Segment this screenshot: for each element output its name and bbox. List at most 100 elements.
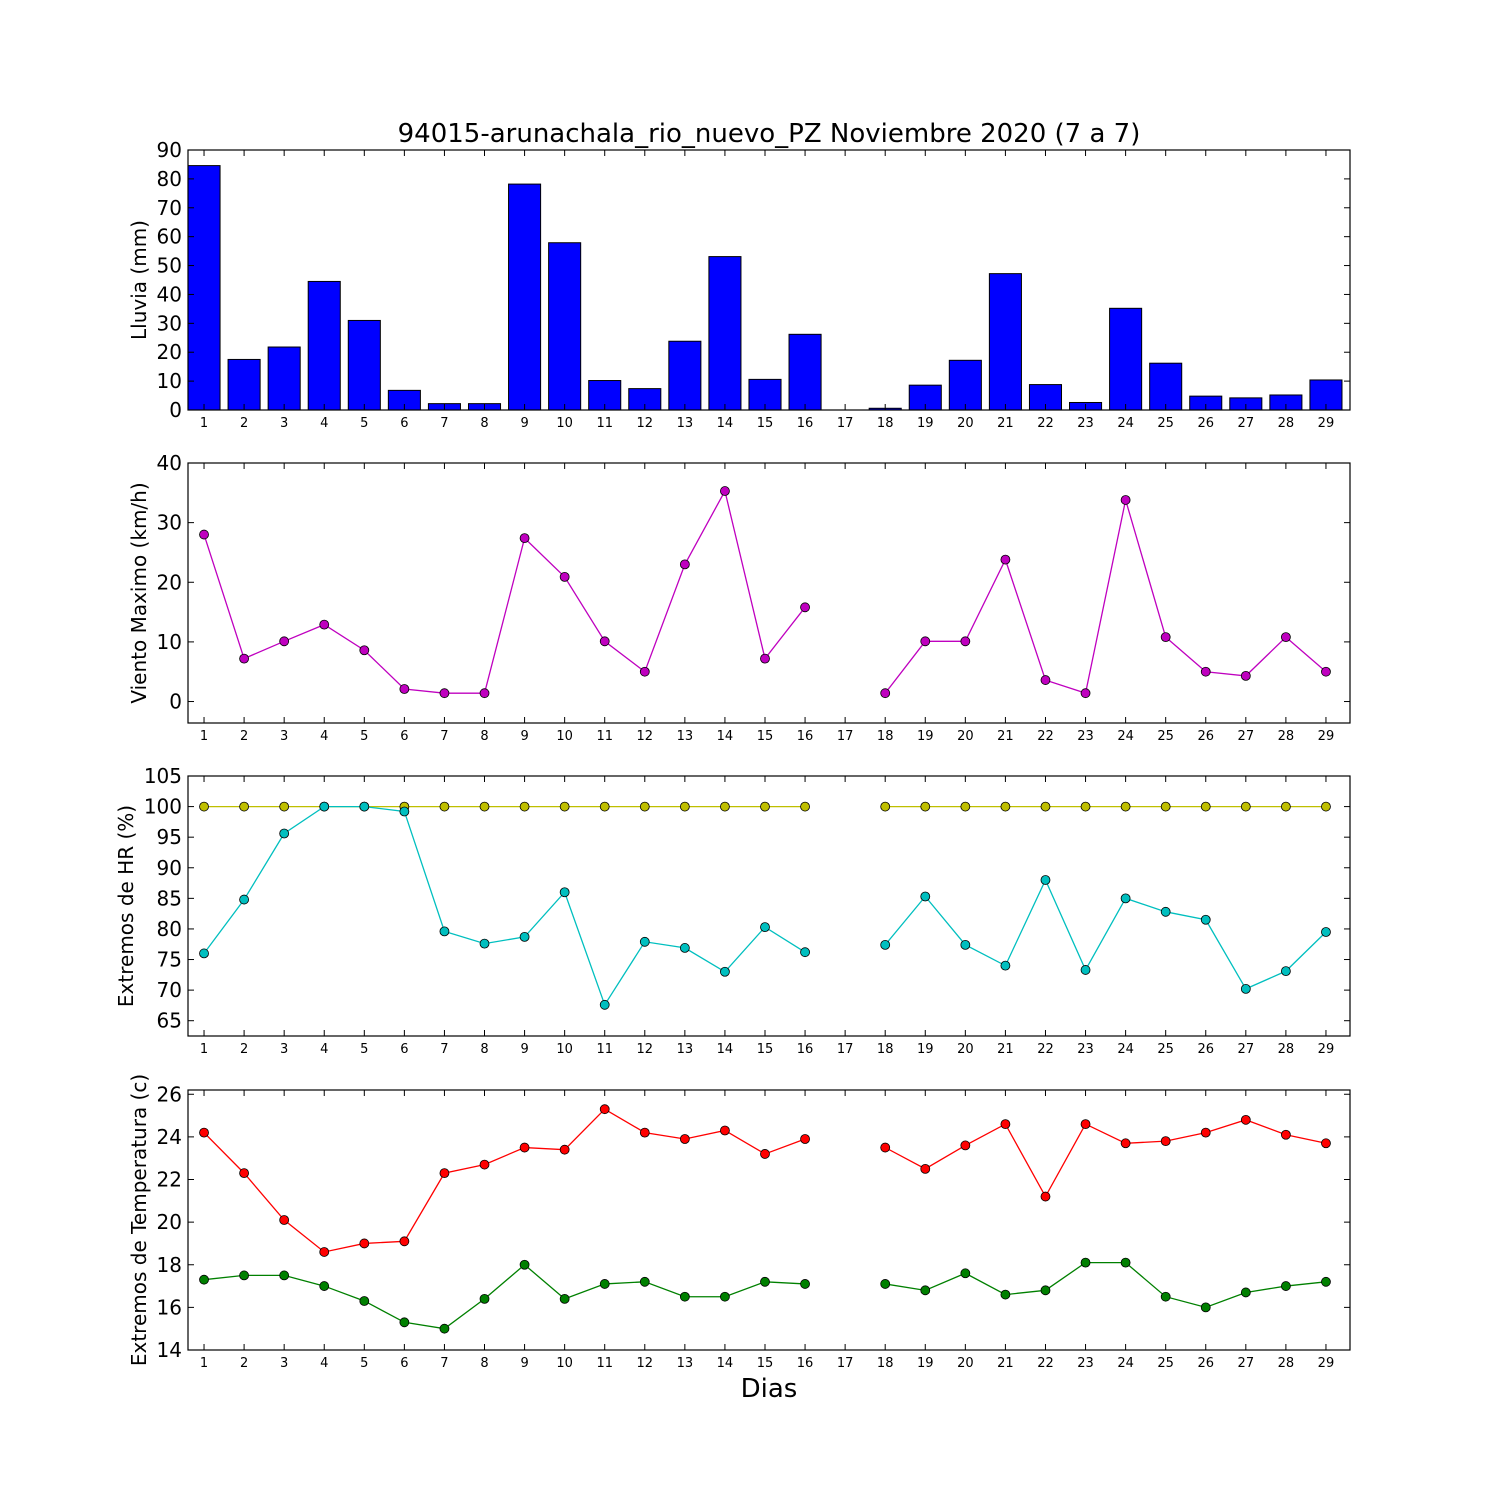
- series-1-point-day-15: [760, 801, 770, 812]
- series-2-point-day-6: [399, 806, 410, 817]
- series-2-point-day-29: [1321, 1276, 1331, 1287]
- series-1-point-day-9: [519, 801, 530, 812]
- series-2-point-day-19: [920, 891, 931, 902]
- plot-frame: [187, 462, 1351, 724]
- x-tick-label: 12: [637, 1356, 654, 1371]
- series-2-point-day-27: [1240, 983, 1251, 994]
- series-1-point-day-13: [679, 801, 690, 812]
- series-1-point-day-28: [1280, 1129, 1291, 1140]
- x-tick-label: 26: [1197, 1356, 1214, 1371]
- series-2-point-day-7: [439, 1323, 450, 1334]
- x-tick-label: 4: [320, 416, 328, 431]
- x-tick-label: 25: [1157, 1356, 1174, 1371]
- bar-day-5: [347, 319, 381, 411]
- x-tick-label: 20: [957, 729, 974, 744]
- x-tick-label: 12: [637, 729, 654, 744]
- series-1-point-day-1: [199, 529, 209, 540]
- series-2-point-day-16: [800, 1279, 810, 1289]
- series-1-point-day-25: [1160, 1136, 1171, 1147]
- x-tick-label: 5: [360, 1356, 368, 1371]
- x-tick-label: 23: [1077, 1042, 1094, 1057]
- x-tick-label: 24: [1117, 416, 1134, 431]
- y-tick-label: 90: [157, 138, 182, 162]
- chart-title: 94015-arunachala_rio_nuevo_PZ Noviembre …: [398, 119, 1141, 149]
- x-tick-label: 1: [200, 1356, 208, 1371]
- series-1-point-day-23: [1080, 1119, 1091, 1129]
- series-1-point-day-20: [960, 1140, 971, 1151]
- y-tick-label: 40: [157, 451, 182, 475]
- y-tick-label: 0: [169, 398, 182, 422]
- series-1-point-day-11: [599, 801, 610, 812]
- series-2-point-day-24: [1120, 893, 1131, 904]
- x-tick-label: 6: [400, 1356, 408, 1371]
- series-1-point-day-15: [760, 1149, 770, 1159]
- series-1-point-day-26: [1200, 801, 1211, 812]
- x-tick-label: 4: [320, 1042, 328, 1057]
- series-1-point-day-26: [1200, 666, 1211, 677]
- x-tick-label: 23: [1077, 1356, 1094, 1371]
- series-1-point-day-8: [479, 688, 490, 699]
- x-tick-label: 11: [596, 416, 613, 431]
- series-1-point-day-2: [239, 1168, 250, 1179]
- series-1-point-day-22: [1040, 1191, 1051, 1202]
- x-tick-label: 18: [877, 1356, 894, 1371]
- series-1-point-day-5: [359, 1238, 370, 1249]
- x-tick-label: 4: [320, 729, 328, 744]
- series-2-line-2: [885, 1261, 1327, 1309]
- series-1-point-day-29: [1321, 1138, 1331, 1149]
- series-2-point-day-27: [1240, 1287, 1251, 1298]
- series-2-point-day-11: [599, 1279, 610, 1289]
- series-1-point-day-20: [960, 801, 971, 812]
- y-tick-label: 70: [157, 196, 182, 220]
- x-tick-label: 26: [1197, 729, 1214, 744]
- x-tick-label: 15: [757, 729, 774, 744]
- x-tick-label: 7: [440, 729, 448, 744]
- x-tick-label: 14: [717, 1356, 734, 1371]
- x-tick-label: 11: [596, 1356, 613, 1371]
- x-tick-label: 8: [480, 1356, 488, 1371]
- series-1-point-day-14: [720, 801, 730, 812]
- y-tick-label: 95: [157, 825, 182, 849]
- x-tick-label: 26: [1197, 1042, 1214, 1057]
- series-1-point-day-9: [519, 1142, 530, 1153]
- y-tick-label: 90: [157, 856, 182, 880]
- series-1-point-day-3: [279, 801, 290, 812]
- series-1-point-day-10: [559, 572, 570, 582]
- x-tick-label: 19: [917, 416, 934, 431]
- series-1-point-day-14: [720, 1125, 730, 1136]
- series-1-point-day-2: [239, 653, 250, 664]
- series-2-point-day-10: [559, 887, 570, 898]
- series-2-point-day-22: [1040, 875, 1051, 885]
- series-1-point-day-27: [1240, 801, 1251, 812]
- x-tick-label: 2: [240, 1042, 248, 1057]
- series-2-point-day-16: [800, 947, 810, 958]
- series-1-point-day-3: [279, 636, 290, 647]
- x-tick-label: 2: [240, 729, 248, 744]
- y-tick-label: 60: [157, 225, 182, 249]
- x-tick-label: 8: [480, 416, 488, 431]
- x-tick-label: 12: [637, 416, 654, 431]
- bar-day-25: [1149, 362, 1183, 411]
- x-tick-label: 11: [596, 1042, 613, 1057]
- x-tick-label: 7: [440, 416, 448, 431]
- series-2-point-day-2: [239, 894, 250, 905]
- series-1-point-day-16: [800, 801, 810, 812]
- series-2-point-day-7: [439, 926, 450, 937]
- series-1-point-day-16: [800, 1134, 810, 1144]
- series-1-point-day-20: [960, 636, 971, 647]
- x-tick-label: 1: [200, 416, 208, 431]
- x-tick-label: 16: [797, 1042, 814, 1057]
- series-1-point-day-4: [319, 1247, 330, 1257]
- x-tick-label: 29: [1318, 1356, 1335, 1371]
- series-2-line-2: [884, 878, 1327, 990]
- series-1-point-day-13: [679, 559, 690, 570]
- series-2-point-day-3: [279, 828, 290, 839]
- x-tick-label: 3: [280, 416, 288, 431]
- x-tick-label: 17: [837, 1356, 854, 1371]
- y-tick-label: 14: [157, 1338, 182, 1362]
- bar-day-4: [307, 280, 341, 411]
- series-1-point-day-13: [679, 1134, 690, 1144]
